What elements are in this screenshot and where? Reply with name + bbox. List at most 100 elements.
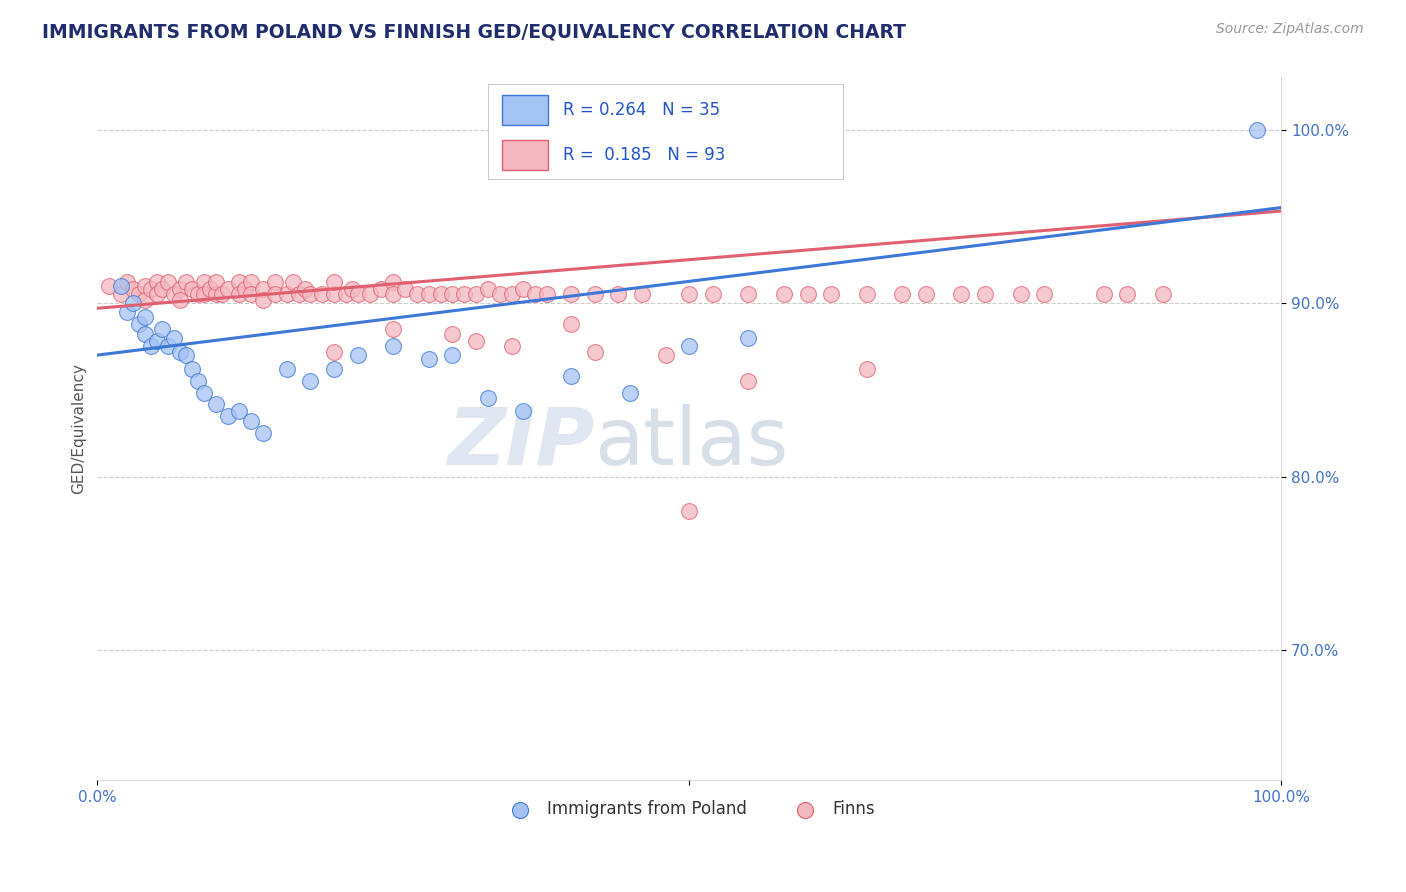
Point bbox=[501, 339, 523, 353]
Point bbox=[264, 275, 287, 289]
Point bbox=[678, 339, 700, 353]
Point bbox=[233, 282, 256, 296]
Point bbox=[465, 334, 488, 349]
Point bbox=[252, 426, 274, 441]
Point bbox=[382, 322, 405, 336]
Point bbox=[157, 275, 180, 289]
Point bbox=[134, 327, 156, 342]
Point bbox=[607, 287, 630, 301]
Point bbox=[583, 287, 606, 301]
Point bbox=[174, 275, 197, 289]
Point bbox=[335, 287, 357, 301]
Point bbox=[276, 362, 298, 376]
Point bbox=[737, 331, 759, 345]
Point bbox=[323, 344, 346, 359]
Point bbox=[174, 348, 197, 362]
Point bbox=[394, 282, 416, 296]
Point bbox=[524, 287, 547, 301]
Point bbox=[340, 282, 363, 296]
Text: Source: ZipAtlas.com: Source: ZipAtlas.com bbox=[1216, 22, 1364, 37]
Point bbox=[311, 287, 333, 301]
Point bbox=[323, 287, 346, 301]
Point bbox=[1152, 287, 1174, 301]
Point bbox=[163, 331, 186, 345]
Point bbox=[139, 282, 162, 296]
Point bbox=[128, 287, 150, 301]
Point bbox=[654, 348, 676, 362]
Point bbox=[429, 287, 451, 301]
Point bbox=[488, 287, 510, 301]
Point bbox=[418, 287, 440, 301]
Point bbox=[512, 403, 534, 417]
Point bbox=[145, 287, 167, 301]
Point bbox=[128, 317, 150, 331]
Point bbox=[477, 282, 499, 296]
Point bbox=[678, 287, 700, 301]
Point bbox=[115, 275, 138, 289]
Point bbox=[193, 275, 215, 289]
Point bbox=[382, 287, 405, 301]
Point bbox=[252, 282, 274, 296]
Point bbox=[169, 344, 191, 359]
Point bbox=[1092, 287, 1115, 301]
Point bbox=[536, 287, 558, 301]
Point bbox=[773, 287, 796, 301]
Point bbox=[228, 287, 250, 301]
Point bbox=[110, 278, 132, 293]
Point bbox=[501, 287, 523, 301]
Point bbox=[169, 293, 191, 307]
Point bbox=[346, 287, 368, 301]
Point bbox=[382, 275, 405, 289]
Y-axis label: GED/Equivalency: GED/Equivalency bbox=[72, 363, 86, 494]
Point bbox=[181, 362, 204, 376]
Point bbox=[323, 362, 346, 376]
Point bbox=[134, 310, 156, 324]
Point bbox=[98, 278, 121, 293]
Point bbox=[281, 275, 304, 289]
Point bbox=[187, 287, 209, 301]
Point bbox=[560, 287, 582, 301]
Point bbox=[441, 348, 464, 362]
Point bbox=[193, 386, 215, 401]
Text: ZIP: ZIP bbox=[447, 404, 595, 482]
Point bbox=[631, 287, 654, 301]
Point bbox=[619, 386, 641, 401]
Point bbox=[110, 287, 132, 301]
Point bbox=[145, 275, 167, 289]
Point bbox=[169, 282, 191, 296]
Point bbox=[370, 282, 392, 296]
Point bbox=[121, 296, 143, 310]
Point bbox=[477, 392, 499, 406]
Point bbox=[211, 287, 233, 301]
Legend: Immigrants from Poland, Finns: Immigrants from Poland, Finns bbox=[498, 793, 882, 825]
Point bbox=[737, 374, 759, 388]
Point bbox=[796, 287, 818, 301]
Point bbox=[1246, 122, 1268, 136]
Point bbox=[1033, 287, 1056, 301]
Point bbox=[163, 287, 186, 301]
Point bbox=[240, 287, 263, 301]
Point bbox=[181, 282, 204, 296]
Point bbox=[152, 282, 174, 296]
Point bbox=[294, 282, 316, 296]
Point bbox=[198, 282, 221, 296]
Point bbox=[204, 275, 226, 289]
Point bbox=[737, 287, 759, 301]
Point bbox=[560, 317, 582, 331]
Point bbox=[134, 293, 156, 307]
Point bbox=[441, 287, 464, 301]
Point bbox=[228, 403, 250, 417]
Point bbox=[465, 287, 488, 301]
Point bbox=[702, 287, 724, 301]
Point bbox=[252, 293, 274, 307]
Point bbox=[406, 287, 429, 301]
Point bbox=[855, 287, 877, 301]
Point bbox=[359, 287, 381, 301]
Point bbox=[152, 322, 174, 336]
Point bbox=[217, 409, 239, 423]
Point bbox=[287, 287, 309, 301]
Point bbox=[187, 374, 209, 388]
Point bbox=[560, 368, 582, 383]
Point bbox=[193, 287, 215, 301]
Point bbox=[115, 304, 138, 318]
